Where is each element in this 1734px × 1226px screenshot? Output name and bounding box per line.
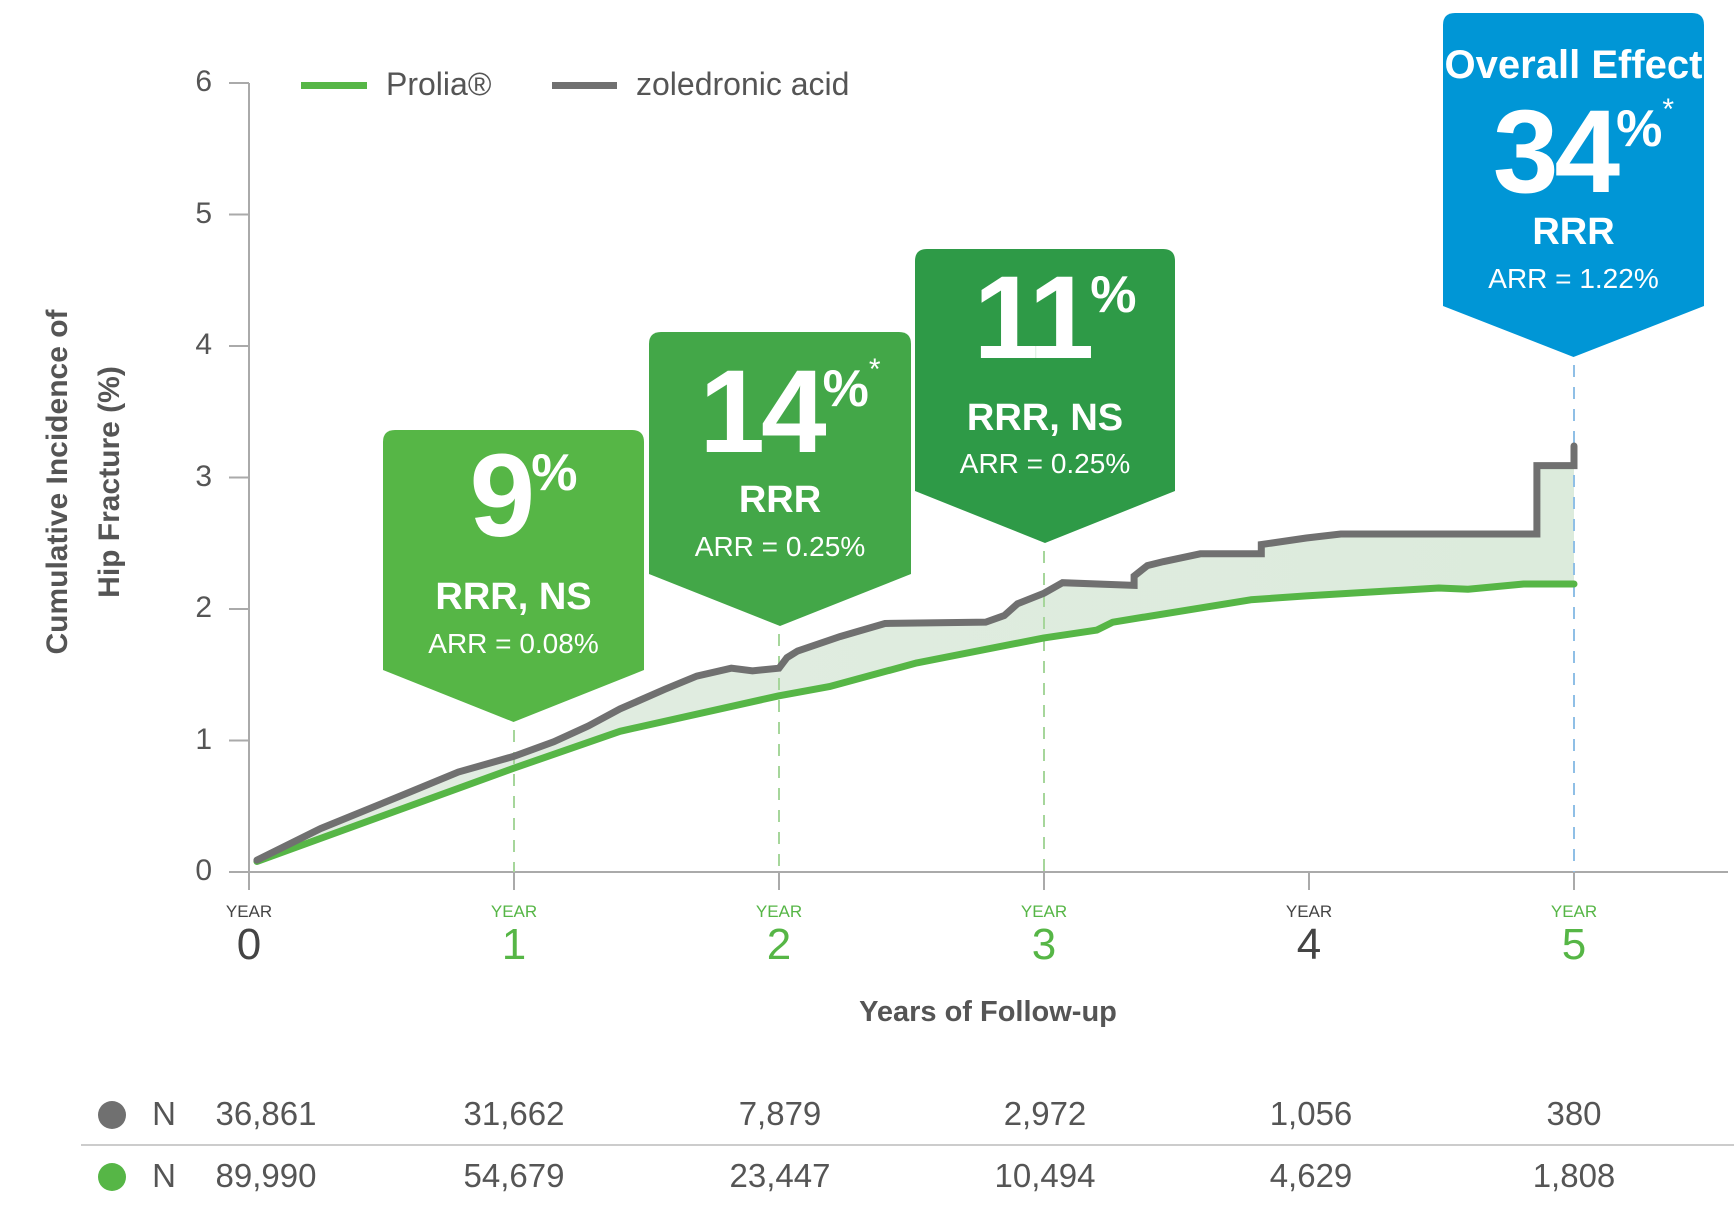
callout-value-group: 9% [470, 437, 578, 555]
callout-arr-value: ARR = 0.25% [959, 448, 1131, 479]
callout-value: 11 [973, 252, 1095, 384]
callout-arr-value: ARR = 1.22% [1488, 263, 1659, 294]
y-tick-label: 1 [195, 722, 212, 756]
x-tick-label: 1 [501, 920, 527, 969]
x-tick-label: 0 [236, 920, 262, 969]
callout-arr-value: ARR = 0.25% [694, 531, 866, 562]
callout-value: 14 [699, 346, 826, 478]
legend-dot-zoledronic [98, 1101, 126, 1129]
callout-box-year-2 [649, 332, 911, 626]
x-tick-year-word: YEAR [490, 902, 538, 921]
y-axis-label-line1: Cumulative Incidence of [41, 309, 74, 655]
n-at-risk-zoledronic-year-3: 2,972 [1003, 1095, 1087, 1132]
x-tick-year-word: YEAR [1020, 902, 1068, 921]
n-at-risk-prolia-year-2: 23,447 [729, 1157, 831, 1194]
callout-title: Overall Effect [1444, 43, 1703, 87]
callout-percent-sign: % [822, 360, 869, 418]
callout-rrr-label: RRR, NS [435, 576, 592, 618]
n-at-risk-zoledronic-year-1: 31,662 [463, 1095, 565, 1132]
n-at-risk-prolia-year-1: 54,679 [463, 1157, 565, 1194]
table-divider [81, 1144, 1734, 1146]
series-line-prolia [253, 580, 1578, 865]
y-tick-label: 4 [195, 328, 212, 361]
callout-value-group: 14%* [699, 353, 880, 471]
callout-box-year-3 [915, 249, 1175, 543]
y-tick-label: 6 [195, 65, 212, 98]
callout-significance-star: * [1662, 93, 1675, 126]
x-tick-label: 3 [1031, 920, 1057, 969]
n-at-risk-prolia-year-5: 1,808 [1532, 1157, 1616, 1194]
x-tick-year-word: YEAR [1285, 902, 1333, 921]
y-tick-label: 5 [195, 196, 212, 230]
x-tick-label: 5 [1561, 920, 1587, 969]
n-at-risk-zoledronic-year-0: 36,861 [215, 1095, 317, 1132]
y-tick-label: 2 [195, 591, 212, 624]
callout-value: 9 [469, 430, 536, 562]
callout-percent-sign: % [531, 444, 578, 502]
y-tick-label: 3 [195, 459, 212, 493]
n-at-risk-prolia-year-0: 89,990 [215, 1157, 317, 1194]
callout-arr-value: ARR = 0.08% [428, 628, 599, 659]
callout-value-group: 34%* [1493, 93, 1674, 211]
legend-swatch-prolia [301, 82, 367, 89]
x-tick-year-word: YEAR [755, 902, 803, 921]
callout-box-year-5 [1443, 13, 1704, 357]
legend-label-zoledronic: zoledronic acid [636, 66, 850, 102]
y-axis-label-line2: Hip Fracture (%) [93, 366, 126, 598]
x-tick-year-word: YEAR [1550, 902, 1598, 921]
callout-value: 34 [1492, 86, 1620, 218]
callout-value-group: 11% [974, 259, 1137, 377]
x-axis-label: Years of Follow-up [859, 996, 1117, 1028]
callout-rrr-label: RRR [1532, 211, 1615, 253]
n-at-risk-zoledronic-year-2: 7,879 [738, 1095, 822, 1132]
callout-rrr-label: RRR [738, 479, 822, 521]
difference-area [256, 445, 1575, 862]
n-label: N [152, 1095, 176, 1132]
legend-label-prolia: Prolia® [386, 66, 492, 102]
callout-box-year-1 [383, 430, 644, 722]
callout-percent-sign: % [1616, 100, 1663, 158]
x-tick-label: 4 [1296, 920, 1322, 969]
legend-dot-prolia [98, 1163, 126, 1191]
n-at-risk-prolia-year-4: 4,629 [1269, 1157, 1353, 1194]
n-label: N [152, 1157, 176, 1194]
x-tick-year-word: YEAR [225, 902, 273, 921]
n-at-risk-zoledronic-year-5: 380 [1546, 1095, 1602, 1132]
y-tick-label: 0 [195, 854, 212, 887]
series-line-zoledronic [253, 442, 1578, 864]
x-tick-label: 2 [766, 920, 792, 969]
callout-significance-star: * [868, 353, 881, 386]
callout-rrr-label: RRR, NS [966, 397, 1124, 439]
n-at-risk-zoledronic-year-4: 1,056 [1269, 1095, 1353, 1132]
n-at-risk-prolia-year-3: 10,494 [994, 1157, 1096, 1194]
callout-percent-sign: % [1090, 266, 1137, 324]
legend-swatch-zoledronic [552, 82, 617, 89]
